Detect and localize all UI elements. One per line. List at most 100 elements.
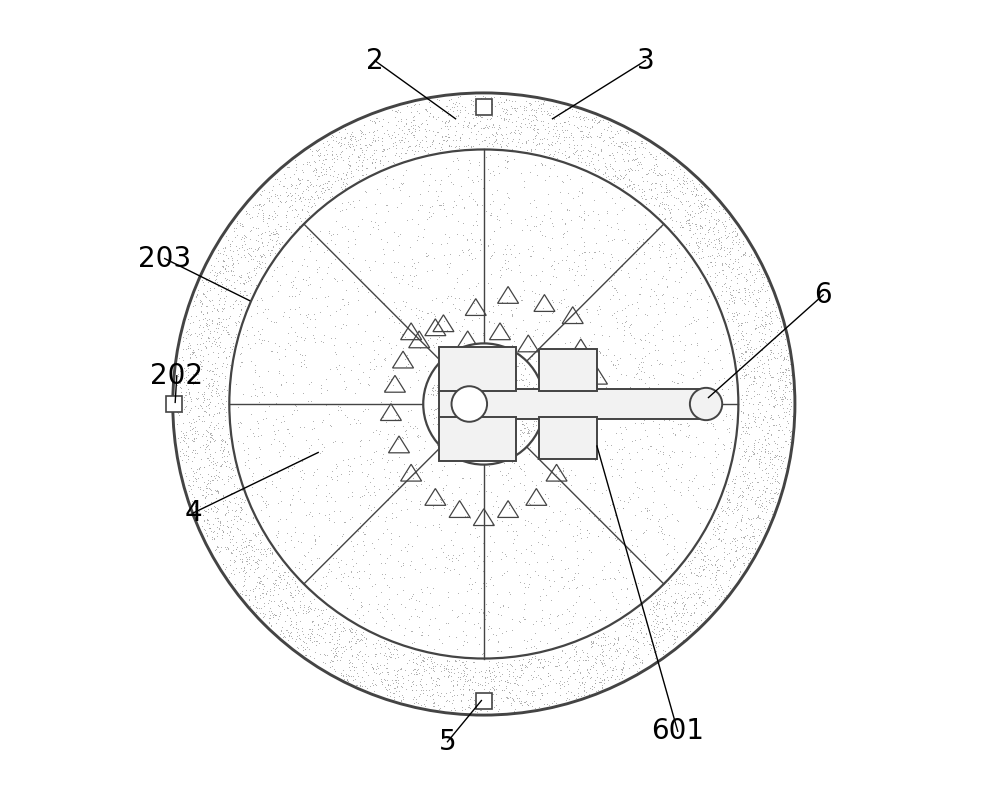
Point — [332, 617, 348, 630]
Point — [453, 361, 469, 374]
Point — [333, 468, 349, 481]
Point — [390, 555, 406, 568]
Point — [290, 208, 306, 221]
Point — [605, 639, 621, 652]
Point — [215, 494, 231, 507]
Point — [381, 471, 397, 484]
Point — [537, 488, 553, 501]
Point — [307, 162, 323, 175]
Point — [743, 420, 759, 433]
Point — [493, 393, 509, 406]
Point — [248, 267, 264, 280]
Point — [438, 134, 454, 147]
Point — [441, 414, 457, 427]
Point — [367, 305, 383, 318]
Point — [317, 153, 333, 166]
Point — [432, 381, 448, 394]
Point — [294, 259, 310, 271]
Point — [614, 663, 630, 676]
Point — [593, 423, 609, 436]
Point — [197, 289, 213, 302]
Point — [490, 432, 506, 445]
Point — [526, 108, 542, 121]
Point — [684, 553, 700, 566]
Point — [627, 336, 643, 349]
Point — [270, 527, 286, 540]
Point — [678, 194, 694, 207]
Point — [306, 520, 322, 532]
Point — [203, 428, 219, 441]
Point — [346, 629, 362, 642]
Point — [737, 467, 753, 480]
Point — [326, 164, 342, 177]
Point — [724, 313, 740, 326]
Point — [271, 340, 287, 353]
Point — [352, 522, 368, 535]
Point — [673, 418, 689, 431]
Point — [339, 178, 355, 191]
Point — [301, 442, 317, 455]
Point — [427, 680, 443, 692]
Point — [302, 632, 318, 645]
Point — [781, 398, 797, 410]
Point — [661, 414, 677, 427]
Point — [535, 97, 551, 110]
Point — [210, 247, 226, 260]
Point — [485, 687, 501, 700]
Point — [215, 489, 231, 502]
Point — [448, 431, 464, 444]
Point — [735, 398, 751, 411]
Point — [440, 289, 456, 302]
Point — [432, 313, 448, 326]
Point — [523, 361, 539, 374]
Point — [310, 432, 326, 445]
Point — [440, 316, 456, 329]
Point — [520, 394, 536, 407]
Point — [540, 491, 556, 504]
Point — [373, 395, 389, 408]
Point — [731, 490, 747, 503]
Point — [493, 397, 509, 410]
Point — [525, 136, 541, 149]
Point — [220, 318, 236, 331]
Point — [184, 345, 200, 358]
Point — [374, 131, 390, 144]
Point — [367, 161, 383, 174]
Point — [188, 431, 204, 444]
Point — [534, 137, 550, 149]
Point — [333, 180, 349, 193]
Point — [467, 705, 483, 718]
Point — [199, 514, 215, 527]
Point — [254, 385, 270, 398]
Point — [707, 444, 723, 457]
Point — [559, 692, 575, 705]
Point — [503, 699, 519, 712]
Point — [424, 384, 440, 397]
Point — [561, 263, 577, 276]
Point — [470, 175, 486, 188]
Point — [596, 674, 612, 687]
Point — [480, 276, 496, 289]
Point — [424, 237, 440, 250]
Point — [427, 612, 443, 625]
Point — [470, 351, 486, 364]
Point — [717, 277, 733, 290]
Point — [512, 576, 528, 589]
Point — [529, 126, 545, 139]
Point — [215, 558, 231, 570]
Point — [556, 133, 572, 146]
Point — [769, 448, 785, 461]
Point — [706, 549, 722, 562]
Point — [477, 120, 493, 133]
Point — [534, 686, 550, 699]
Point — [495, 405, 511, 418]
Point — [648, 649, 664, 662]
Point — [461, 683, 477, 696]
Point — [446, 701, 462, 714]
Point — [485, 419, 501, 431]
Point — [673, 218, 689, 231]
Point — [702, 532, 718, 545]
Point — [298, 308, 314, 321]
Point — [638, 192, 654, 205]
Point — [287, 583, 303, 596]
